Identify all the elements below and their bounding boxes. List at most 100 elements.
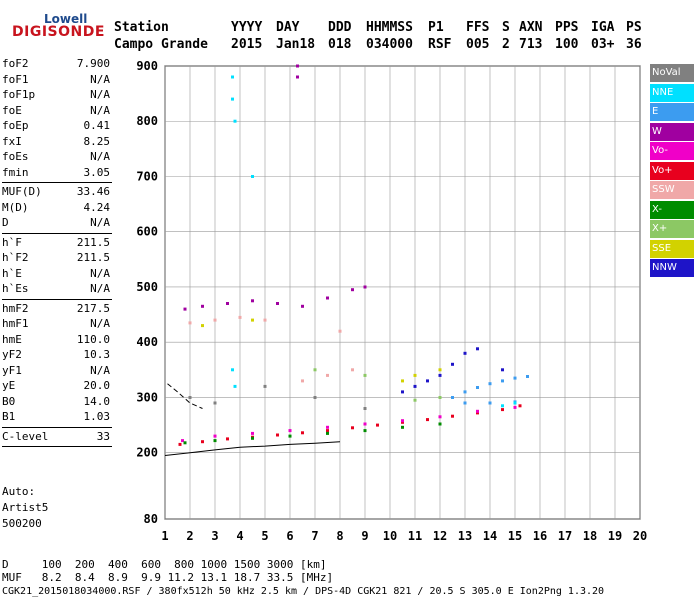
header-row2-cell: 005 (466, 37, 490, 52)
x-tick-label: 3 (211, 529, 218, 543)
echo-point (513, 376, 517, 380)
echo-point (213, 434, 217, 438)
param-row: fmin 3.05 (2, 166, 110, 182)
echo-point (188, 321, 192, 325)
param-name: yF2 (2, 348, 22, 361)
x-tick-label: 5 (261, 529, 268, 543)
param-divider (2, 298, 112, 300)
x-tick-label: 12 (433, 529, 447, 543)
echo-point (313, 396, 317, 399)
echo-point (296, 64, 299, 68)
header-row2-cell: 100 (555, 37, 579, 52)
param-name: h`F (2, 235, 22, 249)
param-name: h`F2 (2, 251, 29, 264)
footer-distance: D 100 200 400 600 800 1000 1500 3000 [km… (2, 558, 327, 571)
param-row: D N/A (2, 216, 110, 232)
param-divider (2, 446, 112, 447)
echo-point (231, 368, 234, 372)
echo-point (213, 439, 217, 443)
param-name: foE (2, 103, 22, 117)
header-row1-cell: YYYY (231, 20, 263, 35)
echo-point (338, 329, 342, 333)
logo-lowell: Lowell (44, 12, 88, 26)
echo-point (376, 423, 379, 427)
echo-point (363, 422, 367, 426)
echo-point (276, 302, 279, 305)
y-tick-label: 800 (136, 114, 158, 128)
profile-curve (167, 383, 203, 409)
echo-point (401, 420, 404, 424)
param-value: N/A (90, 282, 110, 295)
legend-item: X+ (650, 220, 694, 238)
footer-muf: MUF 8.2 8.4 8.9 9.9 11.2 13.1 18.7 33.5 … (2, 571, 334, 584)
param-name: MUF(D) (2, 185, 42, 198)
param-value: 7.900 (76, 57, 110, 70)
echo-point (201, 304, 204, 308)
echo-point (313, 368, 317, 372)
param-name: foF1p (2, 88, 36, 101)
param-value: N/A (90, 363, 110, 377)
param-row: h`F2 211.5 (2, 251, 110, 267)
echo-point (233, 119, 237, 123)
param-name: foF2 (2, 57, 29, 70)
echo-point (326, 429, 329, 433)
param-value: 211.5 (76, 251, 110, 264)
legend-item: W (650, 122, 694, 141)
echo-point (326, 373, 329, 377)
echo-point (501, 368, 504, 372)
x-tick-label: 1 (161, 529, 168, 543)
param-value: 211.5 (76, 235, 110, 249)
auto-artist: Artist5 (2, 501, 49, 514)
param-value: N/A (90, 72, 110, 86)
echo-point (451, 362, 454, 366)
echo-point (438, 415, 442, 419)
param-row: foEs N/A (2, 150, 110, 166)
echo-point (288, 429, 292, 433)
param-name: fxI (2, 134, 22, 148)
param-value: 14.0 (83, 394, 111, 408)
param-name: yF1 (2, 363, 22, 377)
echo-point (263, 384, 267, 388)
echo-point (251, 431, 254, 435)
param-row: M(D) 4.24 (2, 201, 110, 217)
legend-item: X- (650, 200, 694, 219)
echo-point (488, 382, 492, 386)
x-tick-label: 9 (361, 529, 368, 543)
echo-point (178, 442, 182, 446)
param-name: M(D) (2, 200, 29, 214)
echo-point (213, 401, 217, 405)
x-tick-label: 4 (236, 529, 243, 543)
x-tick-label: 20 (633, 529, 647, 543)
echo-point (488, 401, 492, 405)
header-row2-cell: 2 (502, 37, 510, 52)
echo-point (438, 368, 442, 372)
param-row: foF1 N/A (2, 73, 110, 89)
header-row1-cell: PPS (555, 20, 579, 35)
x-tick-label: 16 (533, 529, 547, 543)
echo-point (438, 422, 442, 426)
param-name: B0 (2, 394, 16, 408)
y-tick-label: 80 (144, 512, 158, 526)
header-row1-cell: DAY (276, 20, 300, 35)
profile-curve (164, 441, 341, 456)
echo-point (251, 299, 254, 303)
echo-point (326, 425, 329, 429)
y-tick-label: 900 (136, 59, 158, 73)
echo-point (363, 429, 367, 433)
param-name: h`Es (2, 282, 29, 295)
param-value: 33 (96, 429, 110, 443)
echo-point (226, 302, 229, 305)
echo-point (301, 304, 304, 308)
param-row: B0 14.0 (2, 395, 110, 411)
param-value: 110.0 (76, 332, 110, 346)
legend-item: Vo+ (650, 161, 694, 180)
header-row2-cell: 713 (519, 37, 543, 52)
echo-point (351, 426, 354, 430)
header-row2-cell: 018 (328, 37, 352, 52)
echo-point (326, 431, 329, 435)
param-value: N/A (90, 88, 110, 101)
param-value: N/A (90, 216, 110, 229)
header-row1-cell: S (502, 20, 510, 35)
param-row: h`F 211.5 (2, 236, 110, 252)
param-value: 1.03 (83, 410, 111, 423)
